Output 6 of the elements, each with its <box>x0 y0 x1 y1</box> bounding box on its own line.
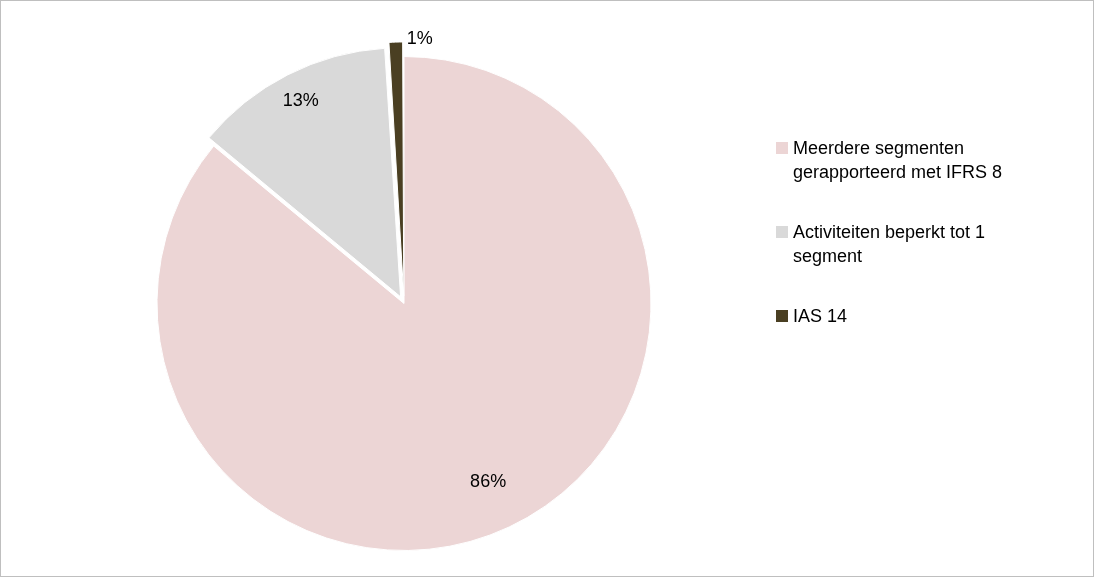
data-label: 86% <box>470 471 507 492</box>
legend-label: Meerdere segmenten gerapporteerd met IFRS 8 <box>793 137 1004 184</box>
data-label: 13% <box>282 89 319 110</box>
legend-label: IAS 14 <box>793 305 848 328</box>
legend-label: Activiteiten beperkt tot 1 segment <box>793 221 987 268</box>
data-label: 1% <box>406 27 433 48</box>
